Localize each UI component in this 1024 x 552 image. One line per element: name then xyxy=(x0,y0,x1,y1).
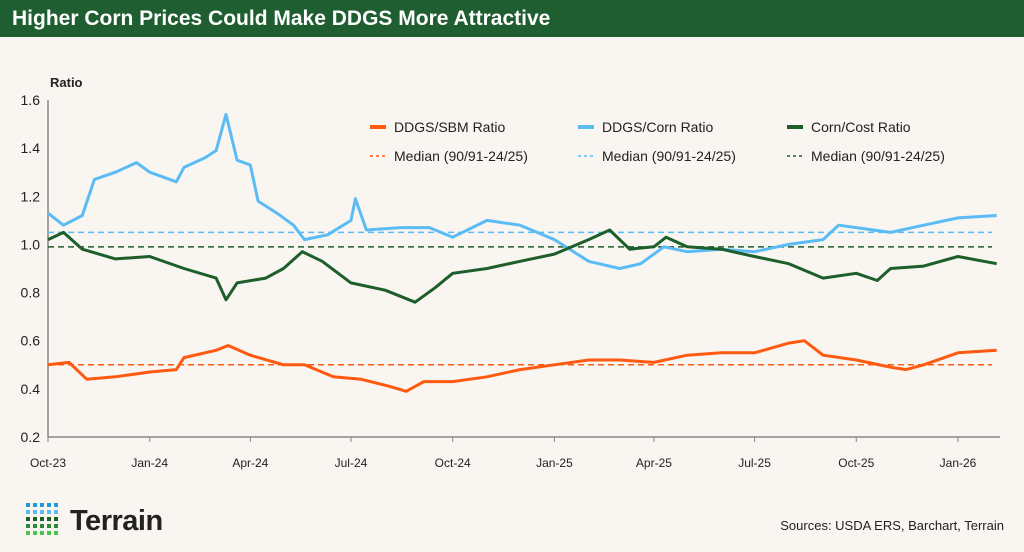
legend-label: Median (90/91-24/25) xyxy=(394,148,528,164)
x-tick-label: Oct-25 xyxy=(838,456,874,470)
logo-dot xyxy=(47,531,51,535)
logo-dot xyxy=(26,517,30,521)
series-line-corn-cost-ratio xyxy=(47,228,997,304)
logo-dot xyxy=(33,524,37,528)
logo-dot xyxy=(26,503,30,507)
x-tick-label: Jul-25 xyxy=(738,456,771,470)
logo-dot xyxy=(47,510,51,514)
logo-dot xyxy=(54,531,58,535)
x-tick-label: Jul-24 xyxy=(335,456,368,470)
legend-label: DDGS/Corn Ratio xyxy=(602,119,713,135)
logo-dot xyxy=(54,503,58,507)
y-axis-label: Ratio xyxy=(50,75,83,90)
y-tick-label: 0.8 xyxy=(21,285,41,301)
y-tick-label: 1.6 xyxy=(21,92,41,108)
logo-text: Terrain xyxy=(70,505,163,537)
logo-dot xyxy=(26,531,30,535)
legend-label: Median (90/91-24/25) xyxy=(602,148,736,164)
terrain-logo-icon xyxy=(26,503,58,535)
series-line-ddgs-corn-ratio xyxy=(47,112,997,270)
logo-dot xyxy=(47,503,51,507)
chart: Ratio 0.2 0.4 0.6 0.8 1.0 1.2 1.4 1.6 Oct-23 Jan-2… xyxy=(21,75,1000,470)
logo-dot xyxy=(33,517,37,521)
y-tick-label: 1.0 xyxy=(21,236,41,252)
legend-label: DDGS/SBM Ratio xyxy=(394,119,505,135)
legend-label: Corn/Cost Ratio xyxy=(811,119,911,135)
y-tick-label: 0.2 xyxy=(21,429,41,445)
logo-dot xyxy=(26,524,30,528)
logo-dot xyxy=(33,510,37,514)
logo-dot xyxy=(54,524,58,528)
logo-dot xyxy=(26,510,30,514)
logo-dot xyxy=(40,517,44,521)
y-tick-label: 0.6 xyxy=(21,333,41,349)
logo-dot xyxy=(47,517,51,521)
logo-dot xyxy=(47,524,51,528)
y-tick-label: 0.4 xyxy=(21,381,41,397)
y-tick-label: 1.2 xyxy=(21,188,41,204)
x-tick-label: Oct-24 xyxy=(435,456,471,470)
x-tick-label: Jan-24 xyxy=(131,456,168,470)
logo-dot xyxy=(40,503,44,507)
logo-dot xyxy=(40,524,44,528)
x-tick-label: Apr-25 xyxy=(636,456,672,470)
x-tick-label: Jan-25 xyxy=(536,456,573,470)
logo-dot xyxy=(33,531,37,535)
sources: Sources: USDA ERS, Barchart, Terrain xyxy=(780,518,1004,533)
y-tick-label: 1.4 xyxy=(21,140,41,156)
series-line-ddgs-sbm-ratio xyxy=(47,339,997,393)
chart-title: Higher Corn Prices Could Make DDGS More … xyxy=(0,0,1024,37)
logo-dot xyxy=(33,503,37,507)
x-tick-label: Jan-26 xyxy=(940,456,977,470)
legend-label: Median (90/91-24/25) xyxy=(811,148,945,164)
x-tick-label: Oct-23 xyxy=(30,456,66,470)
logo-dot xyxy=(40,510,44,514)
x-tick-label: Apr-24 xyxy=(232,456,268,470)
logo-dot xyxy=(40,531,44,535)
logo-dot xyxy=(54,510,58,514)
logo-dot xyxy=(54,517,58,521)
